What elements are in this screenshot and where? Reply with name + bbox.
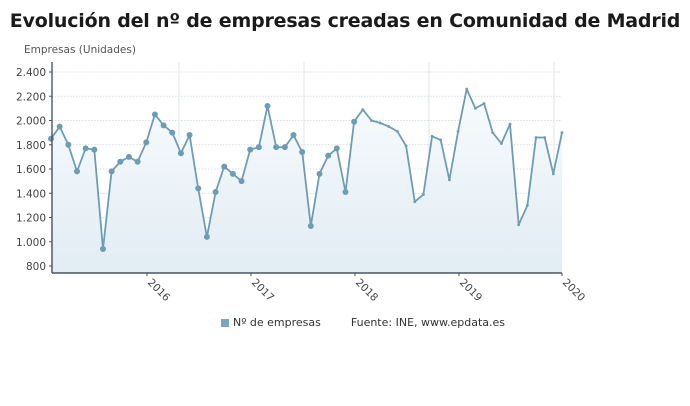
svg-text:1.400: 1.400: [16, 188, 46, 200]
axes: [51, 62, 562, 274]
svg-text:800: 800: [26, 261, 46, 273]
y-axis-ticks: 800 1.000 1.200 1.400 1.600 1.800 2.000 2.200 2.…: [16, 67, 52, 273]
svg-text:2017: 2017: [249, 277, 276, 304]
svg-text:2018: 2018: [353, 277, 380, 304]
svg-text:2.400: 2.400: [16, 67, 46, 79]
svg-text:1.800: 1.800: [16, 140, 46, 152]
svg-text:1.200: 1.200: [16, 213, 46, 225]
legend: Nº de empresas Fuente: INE, www.epdata.e…: [221, 316, 505, 329]
y-axis-label: Empresas (Unidades): [24, 44, 136, 56]
svg-text:2016: 2016: [145, 277, 173, 305]
legend-series-label[interactable]: Nº de empresas: [233, 316, 321, 329]
svg-text:1.600: 1.600: [16, 164, 46, 176]
svg-text:2.000: 2.000: [16, 116, 46, 128]
data-markers: [48, 87, 564, 253]
chart-title: Evolución del nº de empresas creadas en …: [9, 10, 681, 32]
x-axis-ticks: 2016 2017 2018 2019 2020: [145, 273, 587, 304]
svg-text:1.000: 1.000: [16, 237, 46, 249]
area-fill: [51, 89, 562, 273]
svg-text:2.200: 2.200: [16, 91, 46, 103]
source-credit: Fuente: INE, www.epdata.es: [350, 316, 506, 329]
legend-swatch-icon: [221, 318, 229, 327]
svg-text:2019: 2019: [457, 277, 484, 304]
svg-text:2020: 2020: [560, 277, 587, 304]
